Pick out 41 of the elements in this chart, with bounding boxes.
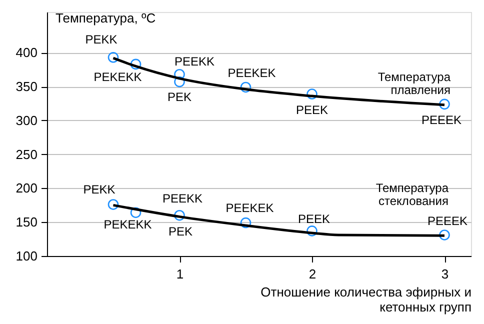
point: [174, 210, 185, 221]
y-tick-label: 150: [16, 214, 38, 230]
annotation: PEKK: [83, 182, 116, 196]
annotation: PEEKEK: [226, 200, 274, 215]
x-tick-label: 1: [176, 266, 184, 282]
point: [130, 207, 142, 218]
annotation: PEEEK: [427, 214, 468, 228]
y-tick-label: 300: [16, 112, 38, 128]
point: [439, 98, 450, 110]
y-tick-label: 250: [16, 146, 38, 162]
y-tick-label: 400: [16, 45, 38, 60]
point: [108, 199, 119, 210]
point: [108, 52, 119, 63]
annotation: PEKK: [85, 32, 118, 46]
y-axis-title: Температура, ºC: [56, 10, 156, 26]
x-tick-label: 3: [441, 266, 449, 282]
x-tick-label: 2: [308, 266, 316, 282]
x-axis-title: Отношение количества эфирных и кетонных групп: [260, 284, 472, 314]
annotation: PEEKK: [174, 54, 215, 68]
annotation: PEKEKK: [94, 70, 142, 84]
point: [306, 226, 318, 236]
annotation: PEKEKK: [104, 218, 152, 232]
y-tick-label: 350: [16, 79, 38, 94]
annotation: PEEKEK: [228, 66, 276, 80]
annotation: PEEEK: [421, 113, 462, 128]
point: [174, 76, 185, 88]
point: [130, 58, 142, 70]
point: [240, 217, 252, 228]
annotation: PEEKK: [162, 191, 203, 206]
series-label: Температура стеклования: [376, 180, 449, 208]
point: [240, 82, 252, 93]
annotation: PEK: [168, 224, 193, 238]
point: [306, 88, 318, 100]
y-tick-label: 100: [16, 248, 38, 264]
annotation: PEEK: [296, 103, 328, 118]
point: [439, 230, 450, 240]
annotation: PEK: [167, 90, 192, 104]
y-tick-label: 200: [16, 180, 38, 196]
series-label: Температура плавления: [378, 70, 451, 98]
point: [174, 68, 185, 80]
annotation: PEEK: [298, 212, 330, 226]
